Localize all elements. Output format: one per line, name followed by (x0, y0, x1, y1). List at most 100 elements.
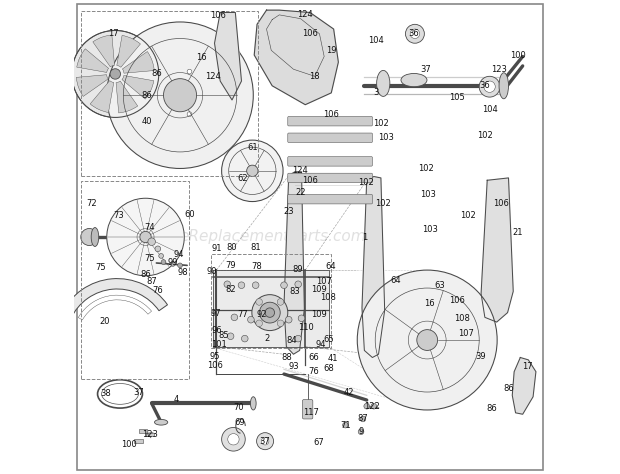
Text: 124: 124 (205, 72, 221, 81)
Circle shape (148, 238, 156, 246)
FancyBboxPatch shape (288, 173, 373, 182)
Circle shape (228, 434, 239, 445)
Text: 74: 74 (144, 223, 154, 232)
Text: 103: 103 (420, 190, 436, 199)
Text: 86: 86 (151, 70, 162, 79)
Text: 22: 22 (295, 188, 306, 197)
Circle shape (155, 246, 161, 252)
Text: 77: 77 (237, 310, 248, 319)
Text: 63: 63 (435, 281, 445, 290)
Text: 79: 79 (225, 261, 236, 270)
Text: 38: 38 (100, 390, 111, 399)
Text: 36: 36 (409, 29, 419, 38)
Text: 41: 41 (327, 355, 338, 364)
FancyBboxPatch shape (288, 194, 373, 204)
Circle shape (107, 198, 184, 276)
Wedge shape (90, 81, 114, 112)
Circle shape (231, 314, 237, 320)
Circle shape (238, 282, 245, 289)
Circle shape (277, 299, 284, 305)
Ellipse shape (154, 419, 168, 425)
Text: 86: 86 (141, 91, 153, 100)
Text: 85: 85 (219, 331, 229, 340)
Text: 86: 86 (487, 403, 497, 412)
FancyBboxPatch shape (141, 55, 178, 93)
Ellipse shape (401, 73, 427, 87)
Circle shape (417, 329, 438, 350)
Circle shape (261, 438, 269, 445)
Circle shape (159, 254, 164, 258)
Text: 106: 106 (450, 296, 466, 305)
Polygon shape (362, 176, 384, 357)
Ellipse shape (91, 228, 99, 246)
Text: 17: 17 (108, 29, 119, 38)
Circle shape (187, 98, 192, 102)
Text: 87: 87 (358, 414, 368, 423)
Text: 123: 123 (491, 65, 507, 74)
Text: 108: 108 (320, 293, 336, 302)
Text: 99: 99 (167, 257, 178, 266)
Circle shape (161, 260, 166, 264)
Ellipse shape (250, 397, 256, 410)
Text: 71: 71 (340, 420, 351, 429)
Polygon shape (284, 172, 304, 354)
Wedge shape (93, 35, 115, 67)
Text: 75: 75 (96, 263, 107, 272)
Text: 66: 66 (308, 354, 319, 363)
Wedge shape (76, 75, 108, 96)
Circle shape (110, 69, 120, 79)
Text: 102: 102 (375, 200, 391, 209)
Bar (81, 11, 258, 175)
Text: 106: 106 (302, 176, 318, 185)
Circle shape (224, 281, 231, 288)
Text: 75: 75 (144, 254, 154, 263)
Text: 93: 93 (288, 363, 299, 372)
Text: 102: 102 (373, 119, 389, 128)
Circle shape (221, 428, 246, 451)
Circle shape (221, 140, 283, 201)
Text: 17: 17 (522, 363, 533, 372)
Text: 19: 19 (326, 46, 337, 55)
Text: 82: 82 (226, 285, 236, 294)
Text: 86: 86 (141, 270, 151, 279)
Text: 78: 78 (252, 262, 262, 271)
Text: 37: 37 (133, 388, 144, 397)
Circle shape (81, 228, 98, 246)
Text: 107: 107 (316, 277, 332, 286)
Bar (211, 254, 331, 348)
Circle shape (252, 282, 259, 289)
Text: 91: 91 (211, 244, 222, 253)
Ellipse shape (499, 73, 508, 99)
Circle shape (295, 335, 301, 342)
Text: 62: 62 (237, 174, 248, 183)
Text: 86: 86 (503, 384, 514, 393)
Circle shape (285, 317, 292, 323)
Bar (146, 433, 154, 437)
Text: 100: 100 (122, 440, 138, 449)
Text: 110: 110 (298, 323, 314, 332)
Circle shape (265, 308, 275, 318)
Text: 102: 102 (461, 211, 476, 220)
Text: 37: 37 (260, 437, 270, 446)
Circle shape (178, 263, 182, 268)
Circle shape (343, 422, 348, 428)
Circle shape (256, 320, 262, 327)
Circle shape (371, 403, 376, 409)
Text: 68: 68 (324, 364, 334, 373)
Text: 102: 102 (477, 131, 493, 140)
Text: 103: 103 (423, 226, 438, 235)
Polygon shape (213, 270, 329, 346)
Circle shape (252, 295, 288, 330)
Text: 102: 102 (418, 164, 433, 173)
Text: 81: 81 (250, 243, 261, 252)
Text: 106: 106 (210, 11, 226, 20)
Text: 76: 76 (308, 367, 319, 376)
Text: 80: 80 (227, 243, 237, 252)
Wedge shape (116, 81, 138, 113)
Text: 72: 72 (86, 200, 97, 209)
Circle shape (257, 433, 273, 450)
Circle shape (277, 320, 284, 327)
Text: 106: 106 (324, 109, 339, 118)
Text: 95: 95 (210, 352, 219, 361)
Text: 97: 97 (210, 309, 221, 318)
